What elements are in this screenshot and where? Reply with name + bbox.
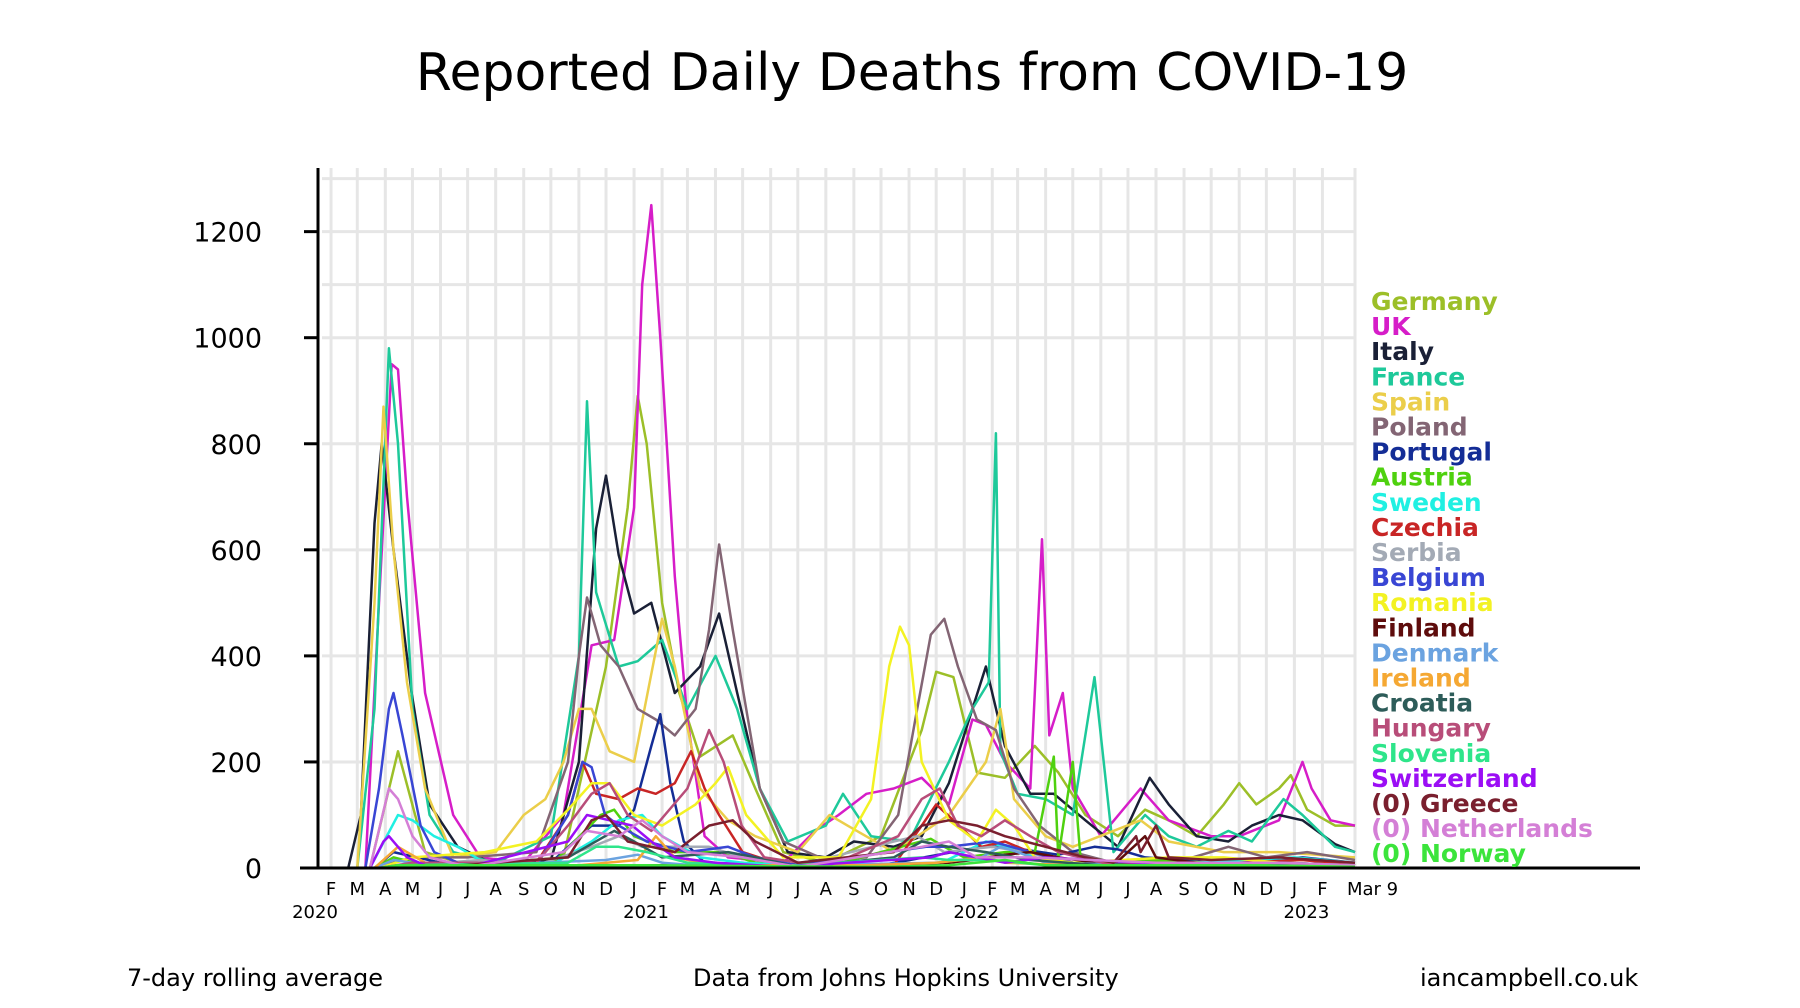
series-line (368, 787, 1356, 869)
x-year-label: 2021 (623, 902, 669, 923)
x-tick-label: D (1259, 879, 1273, 900)
x-year-label: 2022 (953, 902, 999, 923)
legend-entry: Germany (1371, 287, 1498, 316)
x-tick-label: A (379, 879, 392, 900)
x-tick-label: J (794, 879, 800, 900)
legend: GermanyUKItalyFranceSpainPolandPortugalA… (1371, 287, 1593, 868)
x-tick-label: M (735, 879, 751, 900)
legend-entry: (0) Netherlands (1371, 814, 1593, 843)
x-tick-label: J (961, 879, 967, 900)
legend-entry: (0) Greece (1371, 789, 1519, 818)
x-tick-label: F (987, 879, 997, 900)
chart-title: Reported Daily Deaths from COVID-19 (416, 43, 1409, 103)
x-tick-label: F (1317, 879, 1327, 900)
x-tick-label: M (1010, 879, 1026, 900)
legend-entry: Finland (1371, 613, 1476, 642)
series-line (378, 858, 1356, 870)
x-tick-label: A (1150, 879, 1163, 900)
legend-entry: Poland (1371, 413, 1468, 442)
legend-entry: Belgium (1371, 563, 1486, 592)
x-tick-label: S (848, 879, 859, 900)
legend-entry: (0) Norway (1371, 839, 1526, 868)
x-tick-label: J (767, 879, 773, 900)
y-tick-label: 200 (210, 748, 262, 779)
x-tick-label: M (350, 879, 366, 900)
legend-entry: Croatia (1371, 689, 1473, 718)
x-tick-label: D (599, 879, 613, 900)
x-tick-label: J (464, 879, 470, 900)
y-ticks: 0 200 400 600 800 1000 1200 (193, 218, 318, 885)
y-tick-label: 1200 (193, 218, 262, 249)
x-tick-label: J (437, 879, 443, 900)
y-tick-label: 1000 (193, 324, 262, 355)
x-tick-label: A (490, 879, 503, 900)
x-tick-label: O (1204, 879, 1218, 900)
x-tick-label: S (1178, 879, 1189, 900)
legend-entry: Spain (1371, 387, 1450, 416)
x-tick-label: D (929, 879, 943, 900)
x-tick-label: S (518, 879, 529, 900)
x-tick-label: M (405, 879, 421, 900)
x-year-label: 2020 (292, 902, 338, 923)
x-tick-label: O (874, 879, 888, 900)
grid (322, 168, 1357, 868)
legend-entry: Romania (1371, 588, 1494, 617)
x-tick-label: J (630, 879, 636, 900)
x-tick-label: A (820, 879, 833, 900)
x-tick-label: A (1039, 879, 1052, 900)
axes (300, 168, 1640, 870)
y-tick-label: 400 (210, 642, 262, 673)
series-line (356, 347, 1356, 869)
footer-note: 7-day rolling average (127, 964, 384, 992)
legend-entry: Denmark (1371, 638, 1500, 667)
x-year-label: 2023 (1283, 902, 1329, 923)
y-tick-label: 800 (210, 430, 262, 461)
legend-entry: Czechia (1371, 513, 1479, 542)
x-tick-label: F (657, 879, 667, 900)
x-tick-label: F (326, 879, 336, 900)
legend-entry: Slovenia (1371, 739, 1491, 768)
x-ticks: F M A M J J A S O N D J F M A M J J A S O N D J F M A M J J A S O N D J F Mar… (292, 879, 1398, 923)
legend-entry: Sweden (1371, 488, 1482, 517)
x-tick-label: Mar 9 (1347, 879, 1398, 900)
x-tick-label: M (680, 879, 696, 900)
series-line (356, 405, 1356, 869)
series-line (364, 691, 1356, 869)
x-tick-label: J (1097, 879, 1103, 900)
legend-entry: Italy (1371, 337, 1434, 366)
footer-source: Data from Johns Hopkins University (693, 964, 1119, 992)
x-tick-label: A (709, 879, 722, 900)
x-tick-label: O (544, 879, 558, 900)
x-tick-label: N (572, 879, 585, 900)
series-line (368, 394, 1355, 869)
x-tick-label: N (902, 879, 915, 900)
x-tick-label: J (1124, 879, 1130, 900)
legend-entry: Hungary (1371, 714, 1491, 743)
footer-credit: iancampbell.co.uk (1420, 964, 1639, 992)
y-tick-label: 600 (210, 536, 262, 567)
x-tick-label: N (1232, 879, 1245, 900)
x-tick-label: M (1065, 879, 1081, 900)
legend-entry: Ireland (1371, 664, 1471, 693)
legend-entry: Serbia (1371, 538, 1462, 567)
legend-entry: Switzerland (1371, 764, 1538, 793)
series-line (378, 813, 1356, 870)
series-line (364, 203, 1356, 869)
x-tick-label: J (1291, 879, 1297, 900)
legend-entry: France (1371, 362, 1465, 391)
series-lines (346, 203, 1356, 870)
legend-entry: Austria (1371, 463, 1473, 492)
legend-entry: Portugal (1371, 438, 1492, 467)
y-tick-label: 0 (245, 854, 262, 885)
legend-entry: UK (1371, 312, 1412, 341)
